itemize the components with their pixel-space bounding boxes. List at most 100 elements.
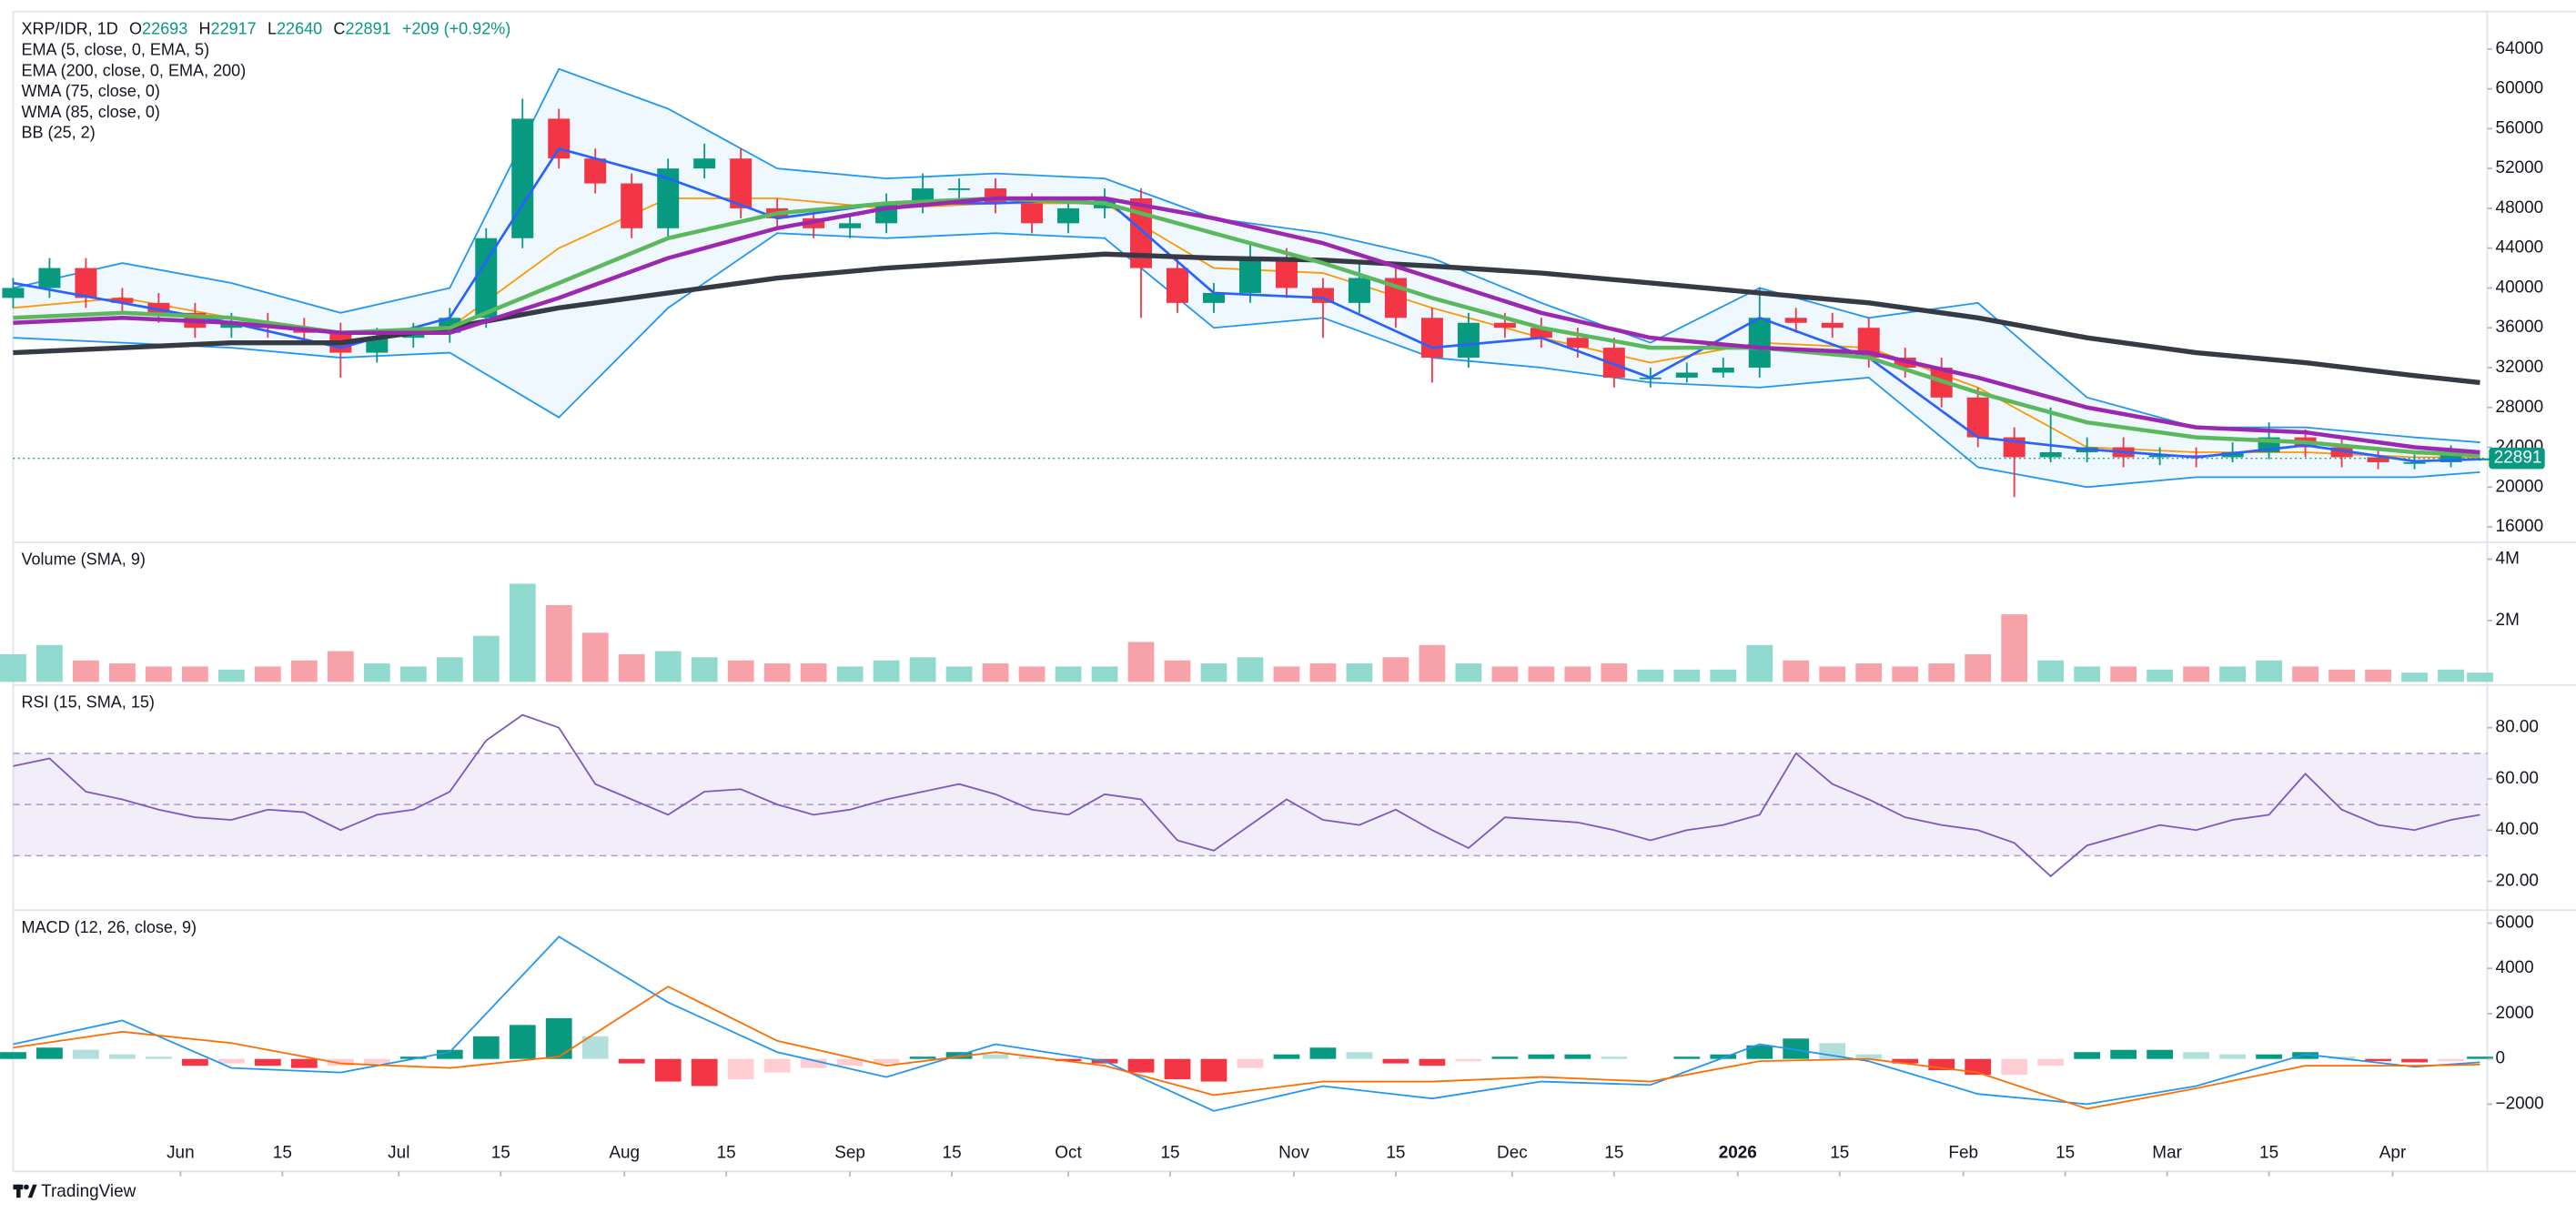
candle-body — [1712, 367, 1734, 373]
volume-bar — [654, 651, 682, 682]
logo-shape — [23, 1184, 29, 1190]
volume-bar — [2292, 666, 2318, 682]
volume-bar — [1965, 653, 1992, 682]
volume-bar — [2365, 669, 2391, 682]
macd-histogram-bar — [2219, 1054, 2246, 1059]
macd-histogram-bar — [1710, 1054, 1737, 1059]
volume-bar — [2074, 666, 2101, 682]
ohlc-label: O — [129, 19, 142, 37]
macd-histogram-bar — [2438, 1058, 2464, 1062]
macd-histogram-bar — [1237, 1058, 1264, 1068]
candle-body — [1493, 322, 1516, 329]
candle-body — [1784, 318, 1807, 323]
macd-histogram-bar — [1455, 1058, 1482, 1062]
y-tick-label: 64000 — [2496, 39, 2544, 58]
macd-histogram-bar — [109, 1054, 136, 1059]
volume-bar — [2001, 614, 2028, 682]
volume-bar — [909, 657, 936, 682]
macd-histogram-bar — [1746, 1045, 1773, 1059]
candle-body — [1275, 258, 1298, 288]
macd-histogram-bar — [145, 1056, 172, 1059]
volume-bar — [399, 666, 427, 682]
macd-histogram-bar — [909, 1056, 936, 1059]
macd-histogram-bar — [836, 1058, 864, 1066]
price-tag — [2489, 447, 2545, 470]
volume-bar — [1564, 666, 1591, 682]
ohlc-label: L — [268, 19, 277, 37]
macd-histogram-bar — [581, 1036, 609, 1059]
x-tick-label: 15 — [943, 1143, 962, 1162]
x-tick-label: Mar — [2152, 1143, 2182, 1162]
volume-bar — [763, 663, 791, 682]
candle-body — [1420, 318, 1443, 359]
panel-title: MACD (12, 26, close, 9) — [21, 918, 197, 936]
macd-histogram-bar — [1491, 1056, 1519, 1059]
macd-histogram-bar — [982, 1054, 1009, 1059]
volume-bar — [1273, 666, 1300, 682]
x-tick-label: 15 — [1386, 1143, 1405, 1162]
macd-histogram-bar — [181, 1058, 208, 1066]
volume-bar — [472, 635, 500, 682]
x-tick-label: 15 — [1604, 1143, 1623, 1162]
candle-body — [475, 238, 498, 318]
macd-histogram-bar — [1273, 1054, 1300, 1059]
volume-bar — [145, 666, 172, 682]
macd-histogram-bar — [399, 1056, 427, 1059]
candle-body — [1675, 372, 1698, 378]
volume-bar — [1601, 663, 1628, 682]
macd-histogram-bar — [2467, 1056, 2493, 1059]
volume-bar — [1091, 666, 1118, 682]
macd-histogram-bar — [654, 1058, 682, 1082]
volume-bar — [36, 644, 63, 682]
macd-histogram-bar — [36, 1047, 63, 1059]
macd-histogram-bar — [509, 1025, 536, 1059]
y-tick-label: 80.00 — [2496, 718, 2539, 737]
candle-body — [2039, 452, 2062, 458]
candle-body — [38, 268, 61, 288]
volume-bar — [509, 583, 536, 682]
volume-bar — [2147, 669, 2174, 682]
macd-histogram-bar — [73, 1049, 99, 1059]
macd-histogram-bar — [290, 1058, 318, 1068]
volume-bar — [1237, 657, 1264, 682]
candle-body — [693, 158, 716, 169]
y-tick-label: 56000 — [2496, 118, 2544, 137]
volume-bar — [2329, 669, 2355, 682]
volume-bar — [727, 660, 754, 682]
volume-bar — [1419, 644, 1446, 682]
bb-lower — [13, 232, 2480, 489]
volume-bar — [1055, 666, 1082, 682]
macd-histogram-bar — [472, 1036, 500, 1059]
y-tick-label: 16000 — [2496, 517, 2544, 536]
brand: TradingView — [41, 1182, 136, 1201]
ohlc-value: 22917 — [211, 19, 257, 37]
volume-bar — [181, 666, 208, 682]
y-tick-label: 4M — [2496, 549, 2520, 568]
candle-body — [511, 118, 534, 238]
candle-body — [1202, 292, 1225, 303]
volume-bar — [1200, 663, 1227, 682]
legend-entry: WMA (85, close, 0) — [21, 103, 159, 121]
volume-bar — [436, 657, 463, 682]
candle-body — [1821, 322, 1844, 329]
ma-line — [13, 196, 2480, 458]
candle-body — [1966, 397, 1989, 438]
overlay: XRP/IDR, 1D O22693 H22917 L22640 C22891 … — [13, 19, 510, 1201]
volume-bar — [73, 660, 99, 682]
candle-body — [2440, 452, 2462, 462]
macd-histogram-bar — [327, 1058, 354, 1066]
macd-histogram-bar — [1200, 1058, 1227, 1082]
candle-body — [730, 158, 753, 208]
candle-body — [839, 223, 862, 228]
volume-bar — [363, 663, 390, 682]
y-tick-label: 2000 — [2496, 1004, 2534, 1023]
candle-body — [1057, 207, 1080, 224]
volume-bar — [2037, 660, 2065, 682]
y-tick-label: 40000 — [2496, 278, 2544, 297]
legend-entry: WMA (75, close, 0) — [21, 82, 159, 100]
macd-histogram-bar — [1346, 1052, 1373, 1059]
candle-body — [366, 338, 389, 353]
y-tick-label: 60.00 — [2496, 769, 2539, 788]
macd-histogram-bar — [1855, 1054, 1883, 1059]
